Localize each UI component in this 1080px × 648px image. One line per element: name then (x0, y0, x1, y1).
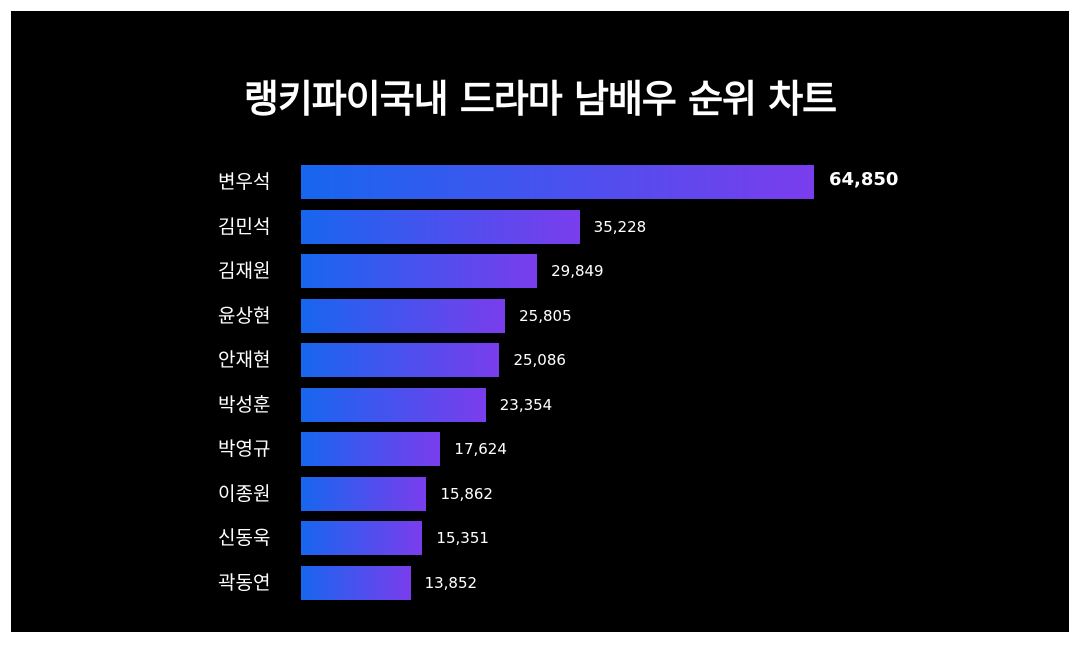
category-label: 박성훈 (218, 393, 271, 416)
bar (301, 432, 441, 466)
category-label: 김재원 (218, 260, 271, 282)
chart-title: 랭키파이국내 드라마 남배우 순위 차트 (243, 77, 837, 121)
value-label: 35,228 (593, 217, 647, 236)
category-label: 안재현 (218, 349, 271, 371)
category-label: 이종원 (218, 482, 271, 505)
chart-panel (11, 11, 1069, 632)
bar (301, 476, 427, 511)
value-label: 13,852 (424, 573, 478, 592)
value-label: 23,354 (499, 395, 553, 414)
category-label: 박영규 (218, 438, 271, 460)
category-label: 신동욱 (218, 527, 271, 549)
bar (301, 565, 411, 600)
bar (301, 343, 500, 377)
category-label: 윤상현 (218, 304, 271, 327)
category-label: 곽동연 (218, 571, 271, 594)
value-label: 17,624 (454, 440, 507, 458)
bar (301, 254, 538, 288)
bar (301, 165, 814, 199)
value-label: 64,850 (829, 169, 899, 190)
bar (301, 387, 486, 422)
category-label: 김민석 (218, 215, 271, 238)
category-label: 변우석 (218, 171, 271, 193)
value-label: 25,086 (513, 351, 566, 369)
value-label: 25,805 (519, 306, 572, 325)
value-label: 29,849 (551, 262, 604, 280)
bar (301, 521, 423, 555)
value-label: 15,351 (436, 529, 489, 547)
bar (301, 298, 506, 333)
bar (301, 209, 580, 244)
value-label: 15,862 (440, 484, 493, 503)
